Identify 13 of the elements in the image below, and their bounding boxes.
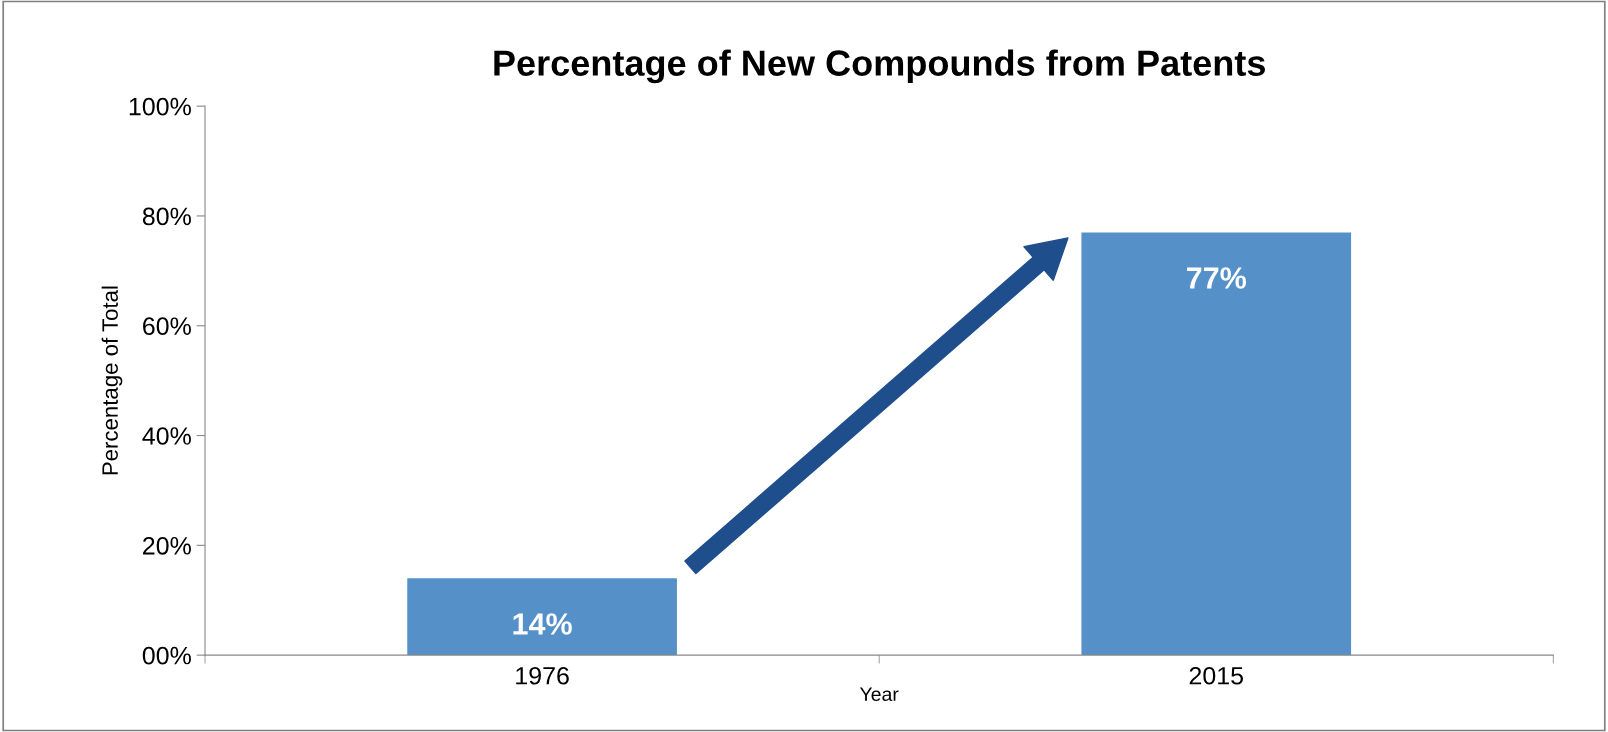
y-tick-label: 60% xyxy=(143,317,191,336)
x-axis-title: Year xyxy=(859,687,899,702)
data-label: 14% xyxy=(513,613,572,635)
y-tick-label: 40% xyxy=(142,427,191,445)
y-tick-label: 80% xyxy=(142,207,191,226)
y-axis-title: Percentage of Total xyxy=(101,286,123,475)
x-tick-label: 1976 xyxy=(516,666,569,685)
chart-title: Percentage of New Compounds from Patents xyxy=(494,49,1265,84)
data-label: 77% xyxy=(1186,267,1247,289)
y-tick-label: 00% xyxy=(142,646,191,665)
y-tick-label: 100% xyxy=(129,97,191,116)
y-tick-label: 20% xyxy=(143,536,191,555)
x-tick-label: 2015 xyxy=(1189,666,1244,685)
